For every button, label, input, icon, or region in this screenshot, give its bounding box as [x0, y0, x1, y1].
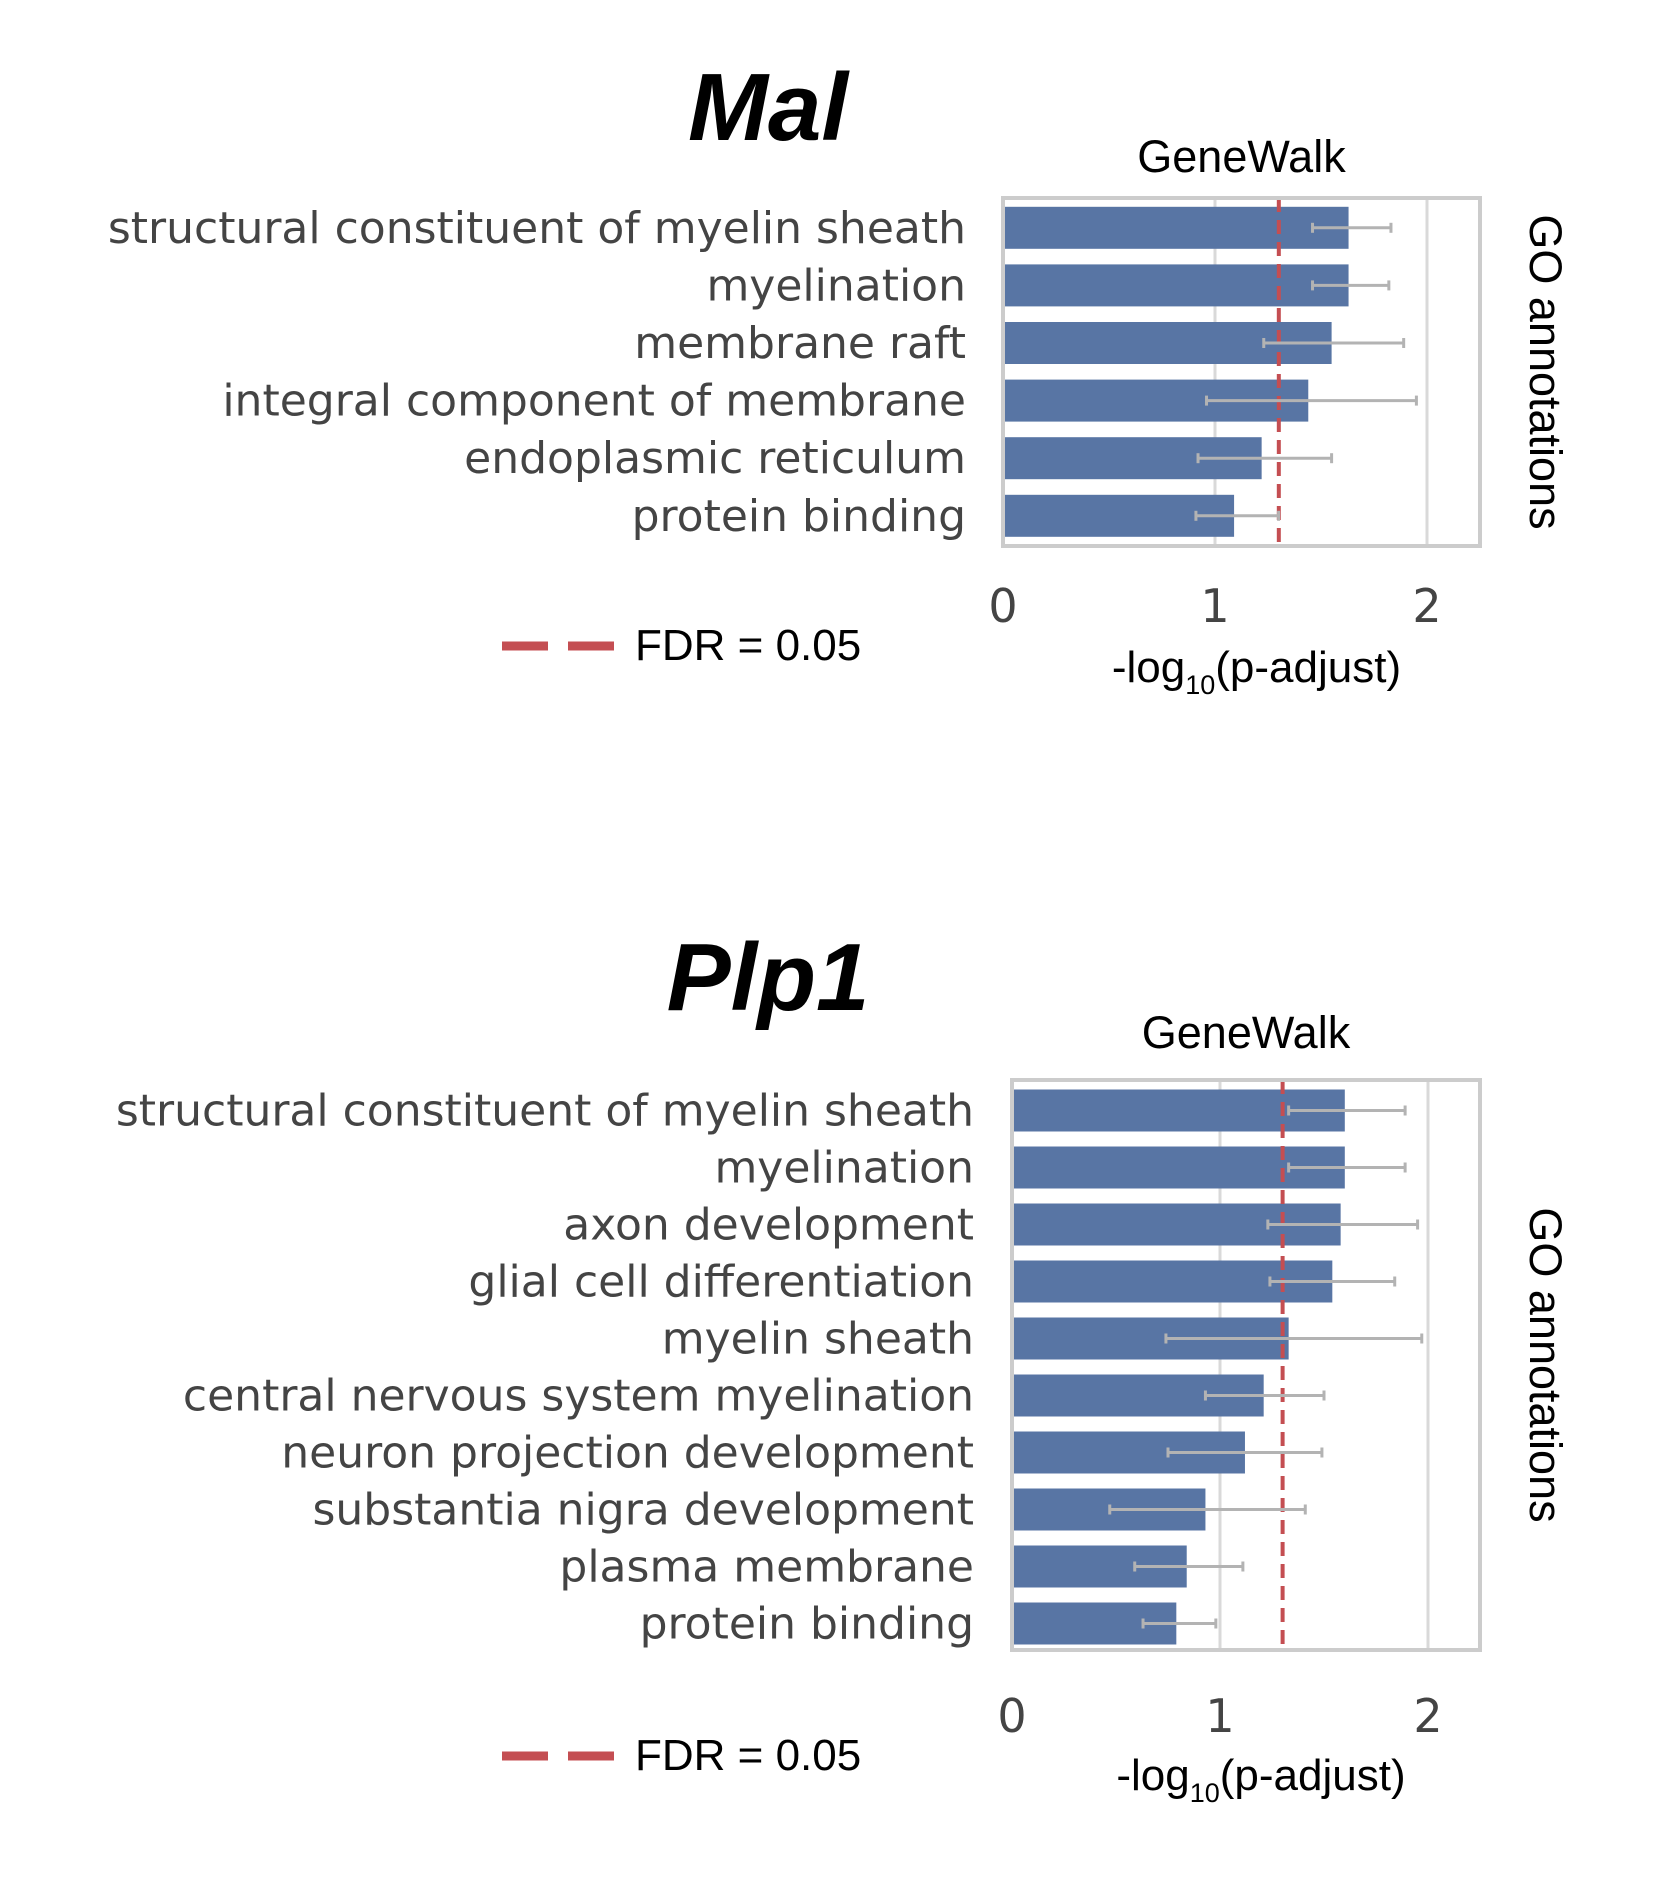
- category-label: integral component of membrane: [222, 376, 966, 427]
- error-bar: [1311, 222, 1393, 233]
- category-label: glial cell differentiation: [468, 1257, 974, 1308]
- category-label: protein binding: [640, 1599, 974, 1650]
- category-label: myelination: [706, 260, 966, 311]
- x-tick-label: 1: [1200, 579, 1229, 633]
- category-label: substantia nigra development: [312, 1485, 974, 1536]
- category-label: neuron projection development: [281, 1428, 974, 1479]
- error-bar: [1266, 1219, 1420, 1230]
- error-bar: [1166, 1447, 1324, 1458]
- error-bar: [1108, 1504, 1307, 1515]
- category-label: plasma membrane: [559, 1542, 974, 1593]
- category-label: central nervous system myelination: [183, 1371, 974, 1422]
- y-side-label: GO annotations: [1520, 1207, 1571, 1522]
- plot-frame: [1001, 196, 1482, 548]
- panel-label: GeneWalk: [1142, 1007, 1351, 1058]
- y-side-label: GO annotations: [1520, 214, 1571, 529]
- legend-label: FDR = 0.05: [635, 621, 861, 670]
- plot-frame: [1010, 1078, 1482, 1652]
- legend: FDR = 0.05: [502, 621, 861, 670]
- panel-label: GeneWalk: [1137, 131, 1346, 182]
- category-label: structural constituent of myelin sheath: [108, 203, 966, 254]
- x-axis-label: -log10(p-adjust): [1116, 1751, 1405, 1808]
- error-bar: [1262, 338, 1406, 348]
- bar: [1003, 264, 1349, 307]
- x-tick-label: 0: [988, 579, 1017, 633]
- x-tick-label: 2: [1412, 579, 1441, 633]
- error-bar: [1133, 1561, 1245, 1572]
- category-label: protein binding: [632, 491, 966, 542]
- error-bar: [1287, 1162, 1407, 1173]
- error-bar: [1311, 280, 1391, 291]
- error-bar: [1194, 510, 1281, 521]
- error-bar: [1205, 395, 1418, 406]
- legend: FDR = 0.05: [502, 1731, 861, 1780]
- error-bar: [1268, 1276, 1397, 1287]
- error-bar: [1141, 1618, 1218, 1629]
- x-axis-label: -log10(p-adjust): [1112, 643, 1401, 700]
- category-label: membrane raft: [634, 318, 966, 369]
- category-label: structural constituent of myelin sheath: [116, 1086, 974, 1137]
- x-tick-label: 2: [1413, 1689, 1442, 1743]
- chart-panel-2: Plp1 GeneWalk structural constituent of my…: [116, 924, 1571, 1808]
- category-label: myelination: [714, 1143, 974, 1194]
- error-bar: [1287, 1105, 1407, 1116]
- bar: [1003, 206, 1349, 249]
- error-bar: [1164, 1333, 1424, 1344]
- chart-title: Mal: [688, 54, 850, 161]
- category-label: myelin sheath: [662, 1314, 974, 1365]
- legend-label: FDR = 0.05: [635, 1731, 861, 1780]
- category-label: endoplasmic reticulum: [464, 433, 966, 484]
- x-tick-label: 0: [997, 1689, 1026, 1743]
- error-bar: [1196, 453, 1334, 464]
- chart-panel-1: Mal GeneWalk structural constituent of mye…: [108, 54, 1571, 700]
- error-bar: [1203, 1390, 1326, 1401]
- chart-title: Plp1: [667, 924, 870, 1031]
- category-label: axon development: [563, 1200, 974, 1251]
- x-tick-label: 1: [1205, 1689, 1234, 1743]
